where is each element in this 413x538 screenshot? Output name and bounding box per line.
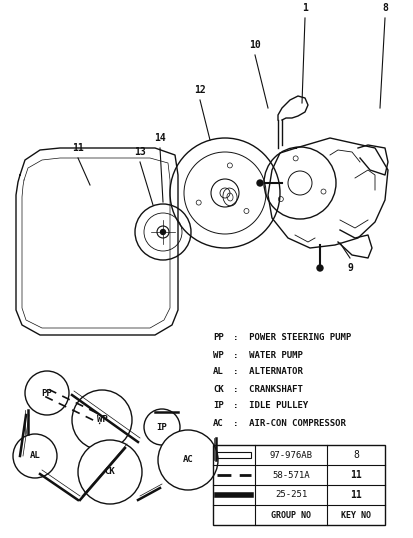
Text: 8: 8 bbox=[352, 450, 358, 460]
Bar bbox=[216, 452, 250, 458]
Text: :  CRANKSHAFT: : CRANKSHAFT bbox=[233, 385, 302, 393]
Text: WP: WP bbox=[212, 350, 223, 359]
Bar bbox=[212, 445, 384, 525]
Circle shape bbox=[316, 265, 322, 271]
Text: :  POWER STEERING PUMP: : POWER STEERING PUMP bbox=[233, 334, 350, 343]
Text: 25-251: 25-251 bbox=[274, 491, 306, 499]
Text: 13: 13 bbox=[134, 147, 145, 157]
Circle shape bbox=[25, 371, 69, 415]
Circle shape bbox=[256, 180, 262, 186]
Text: 58-571A: 58-571A bbox=[271, 471, 309, 479]
Circle shape bbox=[13, 434, 57, 478]
Text: PP: PP bbox=[42, 388, 52, 398]
Text: AL: AL bbox=[212, 367, 223, 377]
Text: IP: IP bbox=[212, 401, 223, 410]
Circle shape bbox=[78, 440, 142, 504]
Text: 1: 1 bbox=[301, 3, 307, 13]
Text: CK: CK bbox=[212, 385, 223, 393]
Circle shape bbox=[144, 409, 180, 445]
Text: :  ALTERNATOR: : ALTERNATOR bbox=[233, 367, 302, 377]
Text: GROUP NO: GROUP NO bbox=[271, 511, 310, 520]
Circle shape bbox=[72, 390, 132, 450]
Text: WP: WP bbox=[96, 415, 107, 424]
Text: IP: IP bbox=[156, 422, 167, 431]
Text: 11: 11 bbox=[72, 143, 84, 153]
Text: 14: 14 bbox=[154, 133, 166, 143]
Text: 11: 11 bbox=[349, 490, 361, 500]
Text: AC: AC bbox=[182, 456, 193, 464]
Text: 10: 10 bbox=[249, 40, 260, 50]
Circle shape bbox=[158, 430, 218, 490]
Text: :  AIR-CON COMPRESSOR: : AIR-CON COMPRESSOR bbox=[233, 419, 345, 428]
Text: PP: PP bbox=[212, 334, 223, 343]
Text: AC: AC bbox=[212, 419, 223, 428]
Text: AL: AL bbox=[30, 451, 40, 461]
Text: 9: 9 bbox=[346, 263, 352, 273]
Text: :  WATER PUMP: : WATER PUMP bbox=[233, 350, 302, 359]
Text: 8: 8 bbox=[381, 3, 387, 13]
Circle shape bbox=[160, 230, 165, 235]
Text: KEY NO: KEY NO bbox=[340, 511, 370, 520]
Text: 11: 11 bbox=[349, 470, 361, 480]
Text: 97-976AB: 97-976AB bbox=[269, 450, 312, 459]
Text: :  IDLE PULLEY: : IDLE PULLEY bbox=[233, 401, 308, 410]
Text: CK: CK bbox=[104, 468, 115, 477]
Text: 12: 12 bbox=[194, 85, 205, 95]
